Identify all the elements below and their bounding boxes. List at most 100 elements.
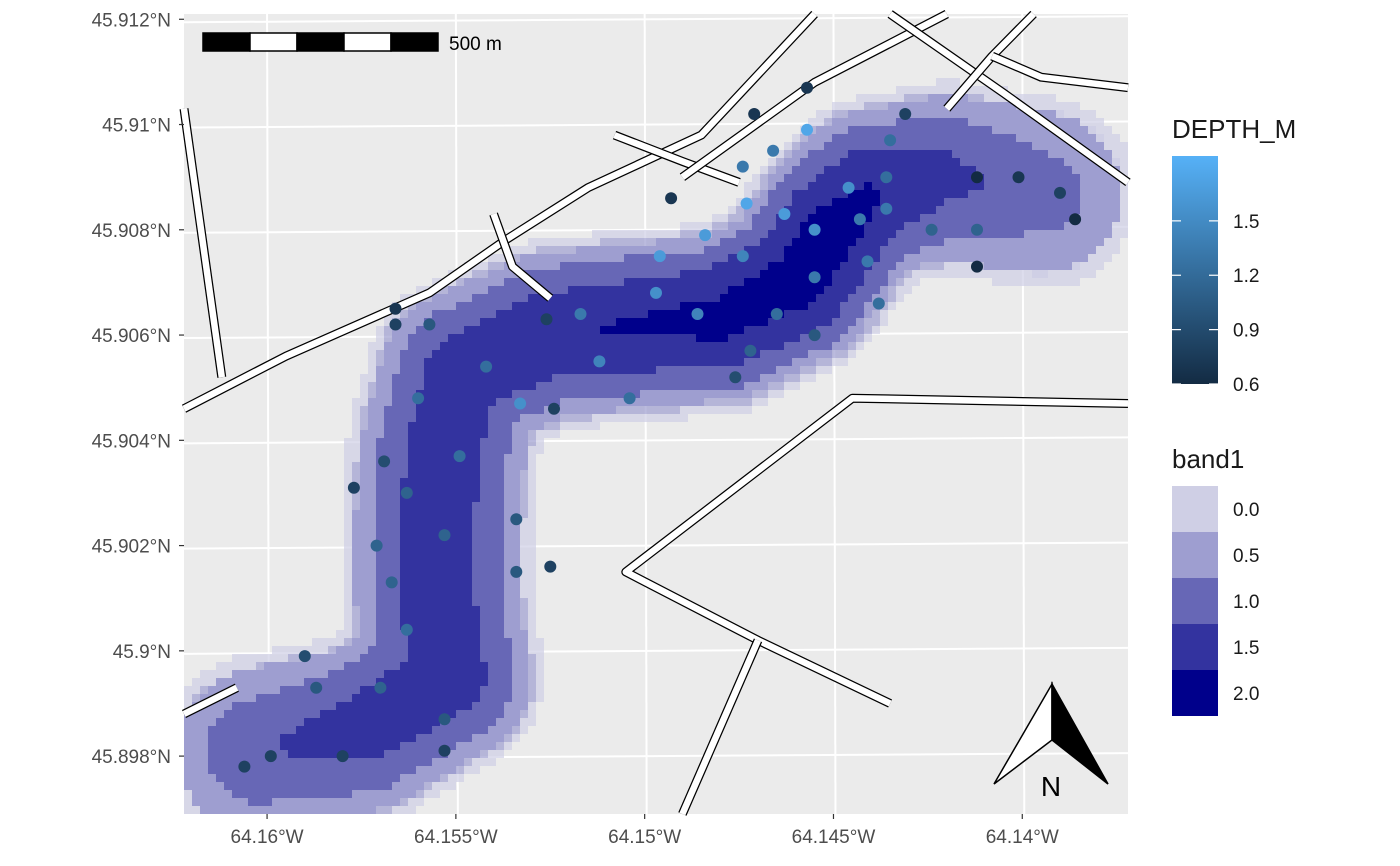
raster-cell bbox=[592, 398, 600, 406]
raster-cell bbox=[576, 318, 584, 326]
raster-cell bbox=[200, 734, 208, 742]
raster-cell bbox=[864, 110, 872, 118]
raster-cell bbox=[456, 534, 464, 542]
raster-cell bbox=[304, 806, 312, 814]
raster-cell bbox=[856, 326, 864, 334]
raster-cell bbox=[616, 390, 624, 398]
raster-cell bbox=[1048, 150, 1056, 158]
raster-cell bbox=[632, 350, 640, 358]
raster-cell bbox=[992, 238, 1000, 246]
raster-cell bbox=[808, 350, 816, 358]
raster-cell bbox=[984, 206, 992, 214]
raster-cell bbox=[272, 742, 280, 750]
raster-cell bbox=[472, 614, 480, 622]
raster-cell bbox=[592, 366, 600, 374]
raster-cell bbox=[504, 430, 512, 438]
raster-cell bbox=[672, 334, 680, 342]
raster-cell bbox=[1040, 262, 1048, 270]
raster-cell bbox=[792, 350, 800, 358]
raster-cell bbox=[768, 238, 776, 246]
raster-cell bbox=[328, 790, 336, 798]
raster-cell bbox=[184, 774, 192, 782]
raster-cell bbox=[992, 174, 1000, 182]
raster-cell bbox=[904, 262, 912, 270]
raster-cell bbox=[352, 518, 360, 526]
raster-cell bbox=[832, 294, 840, 302]
raster-cell bbox=[368, 606, 376, 614]
raster-cell bbox=[888, 118, 896, 126]
raster-cell bbox=[432, 534, 440, 542]
raster-cell bbox=[1120, 150, 1128, 158]
raster-cell bbox=[448, 782, 456, 790]
raster-cell bbox=[584, 270, 592, 278]
raster-cell bbox=[344, 462, 352, 470]
raster-cell bbox=[408, 742, 416, 750]
raster-cell bbox=[512, 670, 520, 678]
raster-cell bbox=[712, 318, 720, 326]
raster-cell bbox=[496, 598, 504, 606]
raster-cell bbox=[688, 406, 696, 414]
raster-cell bbox=[400, 774, 408, 782]
raster-cell bbox=[816, 166, 824, 174]
raster-cell bbox=[448, 550, 456, 558]
raster-cell bbox=[376, 790, 384, 798]
raster-cell bbox=[696, 374, 704, 382]
raster-cell bbox=[296, 742, 304, 750]
raster-cell bbox=[1104, 254, 1112, 262]
raster-cell bbox=[616, 302, 624, 310]
raster-cell bbox=[496, 422, 504, 430]
raster-cell bbox=[800, 334, 808, 342]
raster-cell bbox=[856, 342, 864, 350]
raster-cell bbox=[680, 238, 688, 246]
raster-cell bbox=[672, 350, 680, 358]
raster-cell bbox=[536, 238, 544, 246]
raster-cell bbox=[1040, 270, 1048, 278]
raster-cell bbox=[984, 166, 992, 174]
raster-cell bbox=[520, 350, 528, 358]
raster-cell bbox=[304, 662, 312, 670]
raster-cell bbox=[1072, 134, 1080, 142]
raster-cell bbox=[368, 710, 376, 718]
raster-cell bbox=[424, 686, 432, 694]
raster-cell bbox=[664, 254, 672, 262]
raster-cell bbox=[312, 710, 320, 718]
raster-cell bbox=[568, 414, 576, 422]
raster-cell bbox=[304, 646, 312, 654]
raster-cell bbox=[552, 350, 560, 358]
raster-cell bbox=[352, 502, 360, 510]
raster-cell bbox=[200, 750, 208, 758]
raster-cell bbox=[600, 366, 608, 374]
raster-cell bbox=[880, 246, 888, 254]
raster-cell bbox=[856, 270, 864, 278]
raster-cell bbox=[456, 318, 464, 326]
raster-cell bbox=[472, 390, 480, 398]
raster-cell bbox=[776, 198, 784, 206]
raster-cell bbox=[672, 230, 680, 238]
raster-cell bbox=[800, 286, 808, 294]
raster-cell bbox=[920, 102, 928, 110]
raster-cell bbox=[520, 550, 528, 558]
raster-cell bbox=[384, 670, 392, 678]
raster-cell bbox=[512, 422, 520, 430]
raster-cell bbox=[424, 662, 432, 670]
raster-cell bbox=[960, 214, 968, 222]
raster-cell bbox=[408, 694, 416, 702]
raster-cell bbox=[920, 222, 928, 230]
raster-cell bbox=[464, 518, 472, 526]
raster-cell bbox=[504, 406, 512, 414]
raster-cell bbox=[416, 614, 424, 622]
raster-cell bbox=[1000, 166, 1008, 174]
north-arrow-right-half bbox=[1051, 681, 1109, 785]
raster-cell bbox=[800, 366, 808, 374]
raster-cell bbox=[448, 742, 456, 750]
raster-cell bbox=[456, 598, 464, 606]
raster-cell bbox=[800, 206, 808, 214]
raster-cell bbox=[408, 718, 416, 726]
raster-cell bbox=[656, 350, 664, 358]
raster-cell bbox=[592, 246, 600, 254]
raster-cell bbox=[1080, 270, 1088, 278]
raster-cell bbox=[336, 702, 344, 710]
raster-cell bbox=[664, 294, 672, 302]
raster-cell bbox=[408, 366, 416, 374]
raster-cell bbox=[336, 718, 344, 726]
